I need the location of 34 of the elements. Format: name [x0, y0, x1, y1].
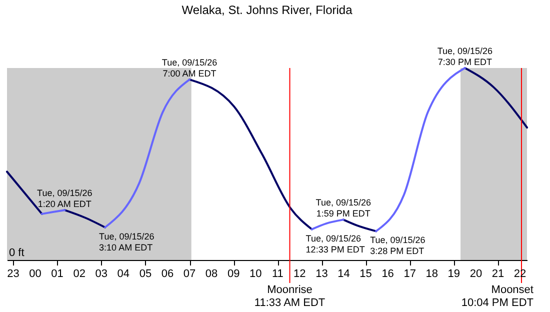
annotation: Tue, 09/15/26 1:59 PM EDT [316, 198, 371, 219]
annotation: Tue, 09/15/26 12:33 PM EDT [306, 233, 366, 254]
x-tick-label: 04 [117, 268, 130, 280]
annotation: Tue, 09/15/26 3:10 AM EDT [99, 231, 154, 252]
x-tick-label: 01 [51, 268, 64, 280]
x-tick-label: 07 [183, 268, 196, 280]
x-tick-label: 17 [404, 268, 416, 280]
annotation: Tue, 09/15/26 7:00 AM EDT [162, 58, 218, 79]
x-tick-label: 18 [426, 268, 438, 280]
x-tick-label: 02 [73, 268, 86, 280]
x-tick-label: 03 [95, 268, 108, 280]
annotation: Tue, 09/15/26 7:30 PM EDT [437, 46, 493, 67]
x-tick-label: 09 [227, 268, 240, 280]
x-tick-label: 11 [272, 268, 284, 280]
x-tick-label: 12 [294, 268, 306, 280]
x-tick-label: 19 [448, 268, 460, 280]
x-tick-label: 00 [29, 268, 42, 280]
x-tick-label: 23 [7, 268, 20, 280]
x-tick-label: 13 [316, 268, 328, 280]
annotation: Tue, 09/15/26 3:28 PM EDT [370, 235, 426, 256]
x-tick-label: 06 [161, 268, 174, 280]
annotation: Tue, 09/15/26 1:20 AM EDT [37, 188, 92, 210]
x-tick-label: 05 [139, 268, 152, 280]
x-tick-label: 20 [470, 268, 482, 280]
ref-line-label: Moonrise 11:33 AM EDT [254, 284, 326, 309]
annotation: 0 ft [9, 247, 24, 259]
x-tick-label: 21 [492, 268, 504, 280]
ref-line-label: Moonset 10:04 PM EDT [461, 284, 534, 309]
x-tick-label: 08 [205, 268, 218, 280]
x-tick-label: 14 [338, 268, 350, 280]
x-tick-label: 15 [360, 268, 372, 280]
x-tick-label: 10 [249, 268, 262, 280]
chart-title: Welaka, St. Johns River, Florida [182, 3, 353, 17]
x-tick-label: 16 [382, 268, 394, 280]
